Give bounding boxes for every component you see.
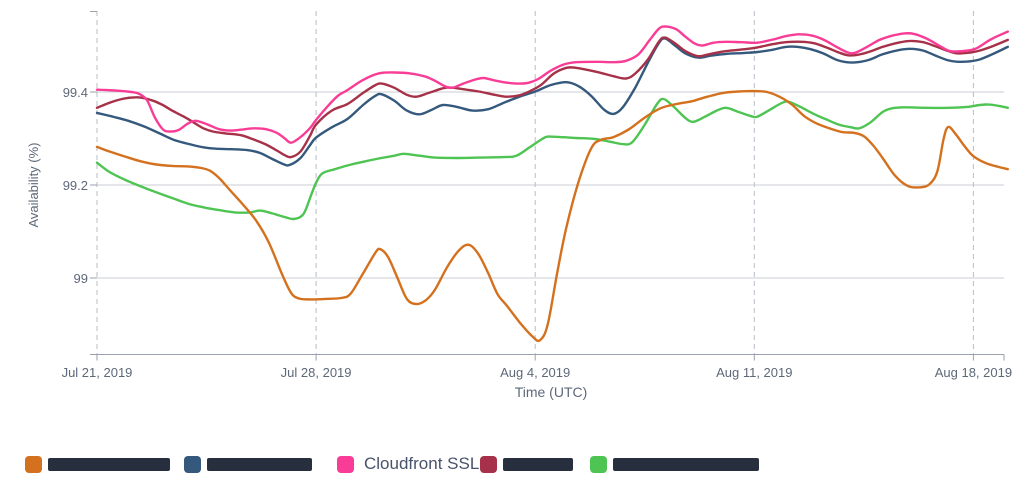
legend-label-redacted-navy (207, 457, 312, 471)
legend-swatch-orange (25, 455, 42, 473)
legend-label-cloudfront-ssl: Cloudfront SSL (364, 454, 480, 473)
x-tick-label: Aug 11, 2019 (716, 365, 792, 380)
y-axis-title: Availability (%) (26, 142, 41, 227)
x-tick-label: Jul 28, 2019 (281, 365, 352, 380)
legend-label-redacted-orange (48, 457, 170, 471)
legend-swatch-maroon (480, 455, 497, 473)
series-line-maroon (95, 36, 1009, 159)
legend-swatch-cloudfront-ssl (337, 455, 354, 473)
series-line-navy (95, 37, 1009, 167)
legend-item-green[interactable] (590, 453, 759, 475)
y-tick-label: 99.4 (63, 85, 88, 100)
legend-item-orange[interactable] (25, 453, 170, 475)
legend-swatch-navy (184, 455, 201, 473)
y-tick-label: 99.2 (63, 178, 88, 193)
series-line-orange (95, 89, 1009, 343)
x-tick-label: Jul 21, 2019 (62, 365, 133, 380)
legend-swatch-green (590, 455, 607, 473)
legend-item-maroon[interactable] (480, 453, 573, 475)
series-line-green (95, 97, 1009, 221)
x-axis-title: Time (UTC) (515, 384, 588, 400)
chart-legend: Cloudfront SSL (0, 451, 1024, 481)
x-tick-label: Aug 4, 2019 (500, 365, 570, 380)
series-line-cloudfront-ssl (95, 25, 1009, 144)
legend-label-redacted-green (613, 457, 759, 471)
y-tick-label: 99 (74, 271, 88, 286)
legend-label-redacted-maroon (503, 457, 573, 471)
x-tick-label: Aug 18, 2019 (935, 365, 1012, 380)
legend-item-navy[interactable] (184, 453, 312, 475)
legend-item-cloudfront-ssl[interactable]: Cloudfront SSL (337, 453, 479, 475)
availability-line-chart: 99 99.2 99.4 Jul 21, 2019 Jul 28, 2019 Aug 4,… (26, 11, 1012, 400)
